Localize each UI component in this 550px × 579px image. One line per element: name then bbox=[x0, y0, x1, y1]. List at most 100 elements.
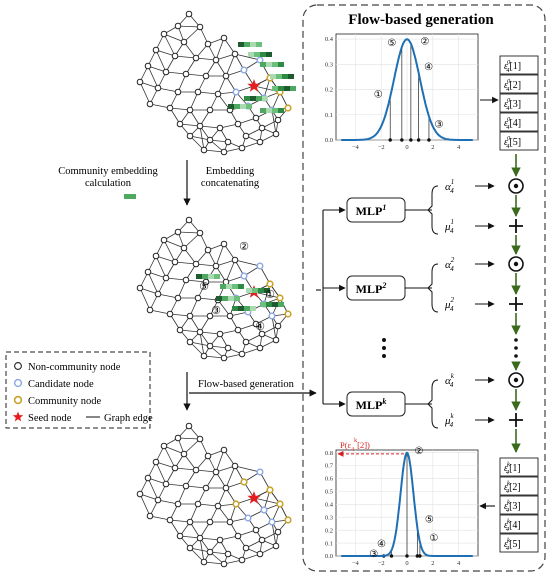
noncommunity-node bbox=[136, 78, 144, 86]
noncommunity-node bbox=[234, 120, 242, 128]
embedding-cell bbox=[258, 288, 264, 293]
graph-edge bbox=[177, 231, 201, 234]
graph-edge bbox=[163, 445, 185, 455]
legend-box bbox=[5, 351, 151, 429]
step-label-embedding-2: concatenating bbox=[201, 178, 260, 189]
embedding-cell bbox=[232, 306, 238, 311]
embedding-cell bbox=[208, 274, 214, 279]
noncommunity-node bbox=[196, 122, 204, 130]
noncommunity-node bbox=[194, 88, 202, 96]
noncommunity-node bbox=[274, 322, 282, 330]
noncommunity-node bbox=[222, 278, 230, 286]
noncommunity-node bbox=[220, 354, 228, 362]
noncommunity-node bbox=[192, 54, 200, 62]
graph-edge bbox=[215, 53, 236, 61]
panel-title: Flow-based generation bbox=[348, 12, 494, 28]
graph-edge bbox=[189, 341, 211, 347]
graph-initial bbox=[136, 10, 296, 156]
graph-edge bbox=[197, 91, 219, 95]
sample-label: ② bbox=[415, 446, 424, 457]
noncommunity-node bbox=[136, 284, 144, 292]
chart-base-distribution: −4 −2 0 2 4 0.0 0.1 0.2 0.3 0.4 ① ② ③ ④ ⑤ bbox=[325, 33, 479, 151]
graph-edge bbox=[155, 49, 176, 57]
noncommunity-node bbox=[220, 148, 228, 156]
embedding-cell bbox=[282, 74, 288, 79]
noncommunity-node bbox=[212, 262, 220, 270]
y-tick-label: 0.6 bbox=[325, 476, 334, 483]
noncommunity-node bbox=[206, 312, 214, 320]
x-tick-label: 4 bbox=[457, 144, 461, 151]
graph-edge bbox=[215, 259, 236, 267]
community-node bbox=[266, 486, 274, 494]
mlp-ellipsis-dot bbox=[382, 338, 386, 342]
noncommunity-node bbox=[202, 484, 210, 492]
noncommunity-node bbox=[176, 326, 184, 334]
noncommunity-node bbox=[144, 268, 152, 276]
noncommunity-node bbox=[186, 338, 194, 346]
noncommunity-node bbox=[256, 138, 264, 146]
embedding-cell bbox=[250, 96, 256, 101]
graph-edge bbox=[147, 65, 159, 89]
legend-noncommunity-marker bbox=[14, 362, 22, 370]
embedding-cell bbox=[228, 296, 234, 301]
community-node bbox=[276, 294, 284, 302]
graph-edge bbox=[149, 309, 171, 315]
noncommunity-node bbox=[192, 466, 200, 474]
community-node bbox=[232, 500, 240, 508]
noncommunity-node bbox=[154, 84, 162, 92]
graph-edge bbox=[163, 33, 176, 57]
graph-edge bbox=[217, 299, 231, 317]
graph-edge bbox=[234, 465, 261, 473]
noncommunity-node bbox=[171, 258, 179, 266]
graph-edge bbox=[157, 499, 179, 505]
graph-edge bbox=[179, 123, 201, 127]
noncommunity-node bbox=[192, 260, 200, 268]
embedding-cell bbox=[272, 62, 278, 67]
noncommunity-node bbox=[166, 104, 174, 112]
noncommunity-node bbox=[194, 500, 202, 508]
noncommunity-node bbox=[154, 290, 162, 298]
noncommunity-node bbox=[242, 338, 250, 346]
y-tick-label: 0.2 bbox=[325, 87, 333, 94]
noncommunity-node bbox=[182, 482, 190, 490]
noncommunity-node bbox=[171, 52, 179, 60]
noncommunity-node bbox=[214, 90, 222, 98]
candidate-number: ④ bbox=[255, 321, 265, 333]
noncommunity-node bbox=[242, 132, 250, 140]
epsilon-cell bbox=[499, 533, 539, 553]
noncommunity-node bbox=[152, 46, 160, 54]
graph-edge bbox=[155, 49, 167, 73]
sample-dot bbox=[389, 554, 394, 558]
step-label-embedding-1: Embedding bbox=[206, 166, 255, 177]
legend-seed-label: Seed node bbox=[28, 413, 72, 424]
noncommunity-node bbox=[220, 446, 228, 454]
community-node bbox=[266, 280, 274, 288]
sample-label: ③ bbox=[369, 549, 378, 560]
noncommunity-node bbox=[272, 336, 280, 344]
noncommunity-node bbox=[200, 558, 208, 566]
epsilon-label: εk 4[4] bbox=[504, 518, 521, 533]
y-tick-label: 0.2 bbox=[325, 527, 333, 534]
seed-node-star bbox=[247, 79, 261, 92]
embedding-cell bbox=[272, 108, 278, 113]
sample-label: ④ bbox=[377, 539, 386, 550]
noncommunity-node bbox=[174, 228, 182, 236]
y-tick-label: 0.3 bbox=[325, 61, 333, 68]
embedding-cell bbox=[202, 274, 208, 279]
noncommunity-node bbox=[174, 22, 182, 30]
sample-dot bbox=[405, 554, 409, 558]
density-curve bbox=[341, 38, 473, 141]
noncommunity-node bbox=[200, 146, 208, 154]
embedding-cell bbox=[226, 284, 232, 289]
graph-edge bbox=[185, 279, 207, 283]
y-tick-label: 0.1 bbox=[325, 112, 333, 119]
legend: Non-community node Candidate node Commun… bbox=[5, 351, 153, 429]
noncommunity-node bbox=[186, 544, 194, 552]
y-tick-label: 0.0 bbox=[325, 553, 333, 560]
graph-edge bbox=[183, 232, 201, 249]
noncommunity-node bbox=[182, 276, 190, 284]
noncommunity-node bbox=[171, 464, 179, 472]
graph-edge bbox=[197, 503, 219, 507]
chart-transformed-distribution: −4 −2 0 2 40.00.10.20.30.40.50.60.70.8①②③④⑤P… bbox=[325, 438, 479, 567]
noncommunity-node bbox=[206, 136, 214, 144]
